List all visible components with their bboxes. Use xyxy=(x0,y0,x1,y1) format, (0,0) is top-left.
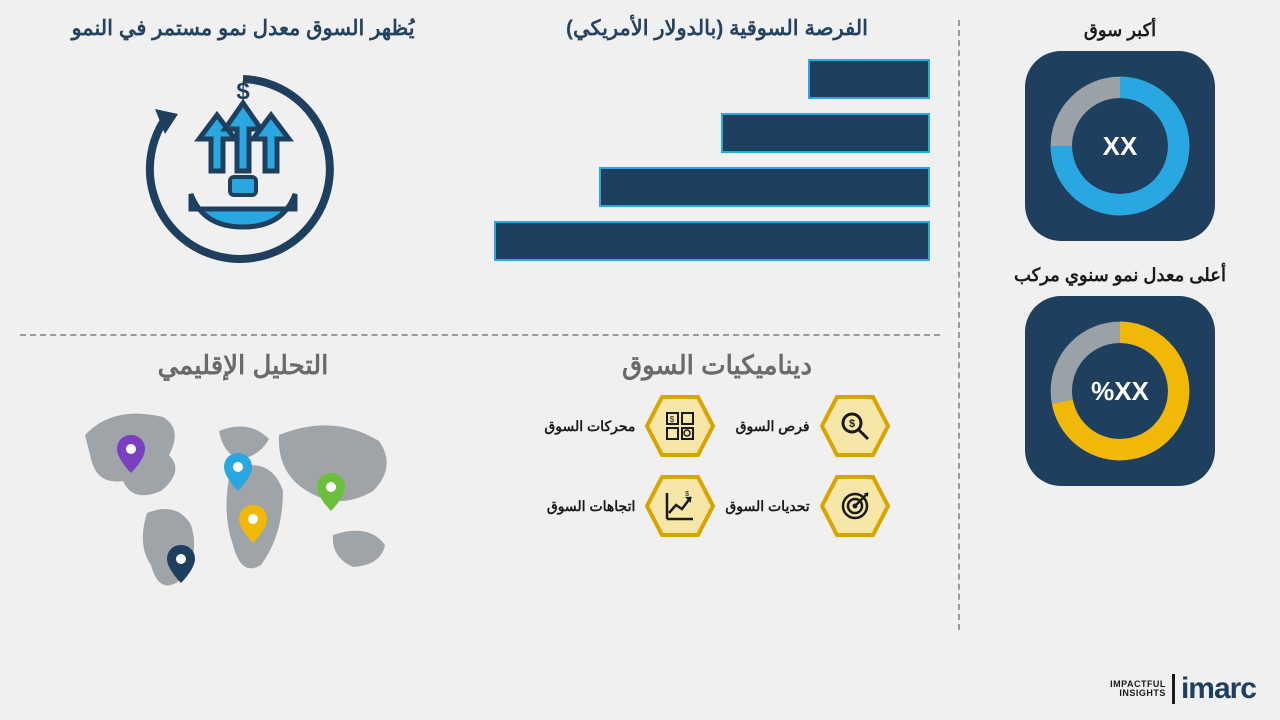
dynamics-title: ديناميكيات السوق xyxy=(622,350,812,381)
bar xyxy=(808,59,930,99)
hex-challenges-label: تحديات السوق xyxy=(725,498,809,515)
section-dynamics: ديناميكيات السوق $ فرص السوق $ محركات السوق… xyxy=(494,350,940,605)
hex-drivers-icon: $ xyxy=(645,395,715,457)
logo-divider xyxy=(1172,674,1175,704)
svg-text:$: $ xyxy=(685,491,689,498)
map-pin xyxy=(317,473,345,511)
hex-drivers-label: محركات السوق xyxy=(544,418,635,435)
logo-text: imarc xyxy=(1181,672,1256,706)
hex-opportunities-icon: $ xyxy=(820,395,890,457)
opportunity-title: الفرصة السوقية (بالدولار الأمريكي) xyxy=(566,16,868,41)
hex-trends-label: اتجاهات السوق xyxy=(544,498,635,515)
hex-opportunities-label: فرص السوق xyxy=(725,418,809,435)
world-map xyxy=(20,395,466,605)
svg-text:$: $ xyxy=(670,415,675,424)
vertical-separator xyxy=(958,20,960,630)
card-market-opportunity: الفرصة السوقية (بالدولار الأمريكي) xyxy=(494,16,940,316)
growth-title: يُظهر السوق معدل نمو مستمر في النمو xyxy=(71,16,414,41)
top-row: الفرصة السوقية (بالدولار الأمريكي) يُظهر… xyxy=(20,16,940,316)
hex-trends-icon: $ xyxy=(645,475,715,537)
bottom-row: ديناميكيات السوق $ فرص السوق $ محركات السوق… xyxy=(20,350,940,605)
kpi-cagr-title: أعلى معدل نمو سنوي مركب xyxy=(1014,265,1226,286)
svg-text:$: $ xyxy=(849,418,855,430)
infographic-page: أكبر سوق XX أعلى معدل نمو سنوي مركب XX% xyxy=(0,0,1280,720)
section-regional: التحليل الإقليمي xyxy=(20,350,466,605)
kpi-cagr-value: XX% xyxy=(1091,376,1149,407)
brand-logo: imarc IMPACTFUL INSIGHTS xyxy=(1110,672,1256,706)
growth-cycle-icon: $ xyxy=(133,59,353,284)
bar xyxy=(721,113,930,153)
bar xyxy=(494,221,930,261)
bar-chart xyxy=(494,59,940,261)
regional-title: التحليل الإقليمي xyxy=(158,350,329,381)
kpi-largest-title: أكبر سوق xyxy=(1084,20,1156,41)
card-growth: يُظهر السوق معدل نمو مستمر في النمو xyxy=(20,16,466,316)
horizontal-separator xyxy=(20,334,940,336)
bar xyxy=(599,167,930,207)
dynamics-grid: $ فرص السوق $ محركات السوق تحديات السوق $ اتجا… xyxy=(544,395,889,537)
logo-tagline: IMPACTFUL INSIGHTS xyxy=(1110,680,1166,698)
kpi-column: أكبر سوق XX أعلى معدل نمو سنوي مركب XX% xyxy=(980,20,1260,486)
kpi-largest-tile: XX xyxy=(1025,51,1215,241)
kpi-largest-market: أكبر سوق XX xyxy=(1025,20,1215,241)
kpi-cagr-tile: XX% xyxy=(1025,296,1215,486)
kpi-cagr: أعلى معدل نمو سنوي مركب XX% xyxy=(1014,265,1226,486)
svg-text:$: $ xyxy=(236,78,250,105)
main-area: الفرصة السوقية (بالدولار الأمريكي) يُظهر… xyxy=(20,16,940,700)
hex-challenges-icon xyxy=(820,475,890,537)
kpi-largest-value: XX xyxy=(1103,131,1138,162)
